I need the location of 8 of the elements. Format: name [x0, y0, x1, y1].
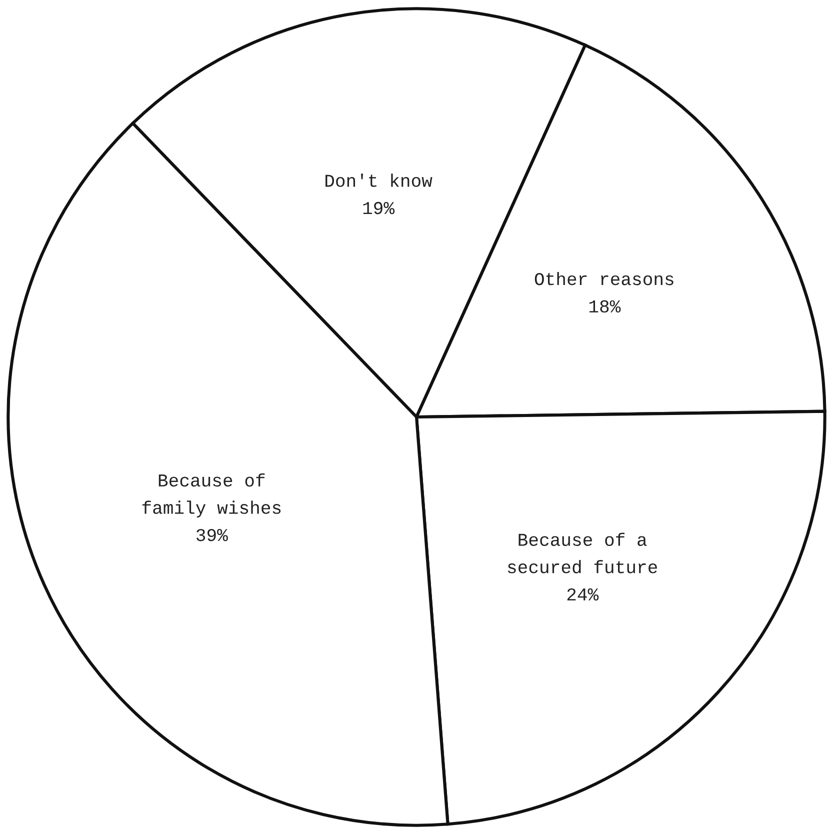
slice-label: Because of a secured future [508, 532, 657, 574]
data-label: 39% [196, 528, 228, 542]
data-label: 19% [363, 202, 395, 214]
slice-label: Because of family wishes [142, 473, 281, 518]
slice-label: Other reasons [534, 272, 674, 286]
slice-label: Don't know [326, 174, 432, 187]
data-label: 18% [589, 300, 621, 313]
data-label: 24% [567, 588, 599, 601]
